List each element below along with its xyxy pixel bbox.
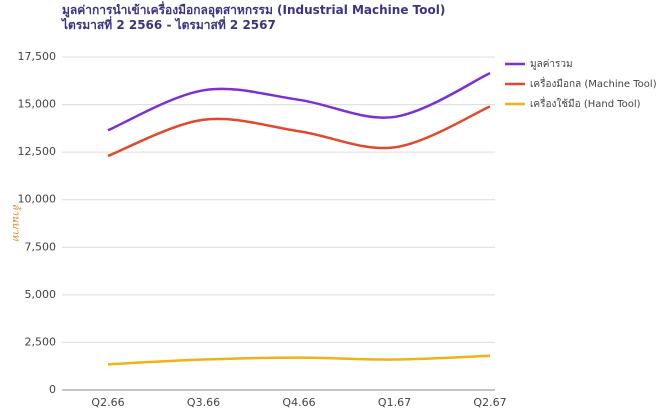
y-tick-label: 0 <box>49 383 56 396</box>
legend-label: เครื่องมือกล (Machine Tool) <box>530 76 657 90</box>
x-tick-label: Q1.67 <box>378 396 411 409</box>
x-tick-label: Q3.66 <box>187 396 220 409</box>
x-tick-label: Q4.66 <box>282 396 315 409</box>
y-tick-label: 10,000 <box>18 193 57 206</box>
y-tick-label: 15,000 <box>18 98 57 111</box>
legend-label: มูลค่ารวม <box>530 59 573 70</box>
legend-label: เครื่องใช้มือ (Hand Tool) <box>530 96 641 110</box>
y-tick-label: 17,500 <box>18 50 57 63</box>
x-tick-label: Q2.67 <box>473 396 506 409</box>
line-series <box>107 354 491 366</box>
y-axis-label: ล้านบาท <box>10 203 22 242</box>
y-tick-label: 2,500 <box>25 335 57 348</box>
line-series <box>107 105 491 158</box>
y-tick-label: 12,500 <box>18 145 57 158</box>
y-tick-label: 7,500 <box>25 240 57 253</box>
line-series <box>107 72 491 132</box>
chart-title: มูลค่าการนำเข้าเครื่องมือกลอุตสาหกรรม (I… <box>62 3 446 32</box>
y-tick-label: 5,000 <box>25 288 57 301</box>
x-tick-label: Q2.66 <box>91 396 124 409</box>
